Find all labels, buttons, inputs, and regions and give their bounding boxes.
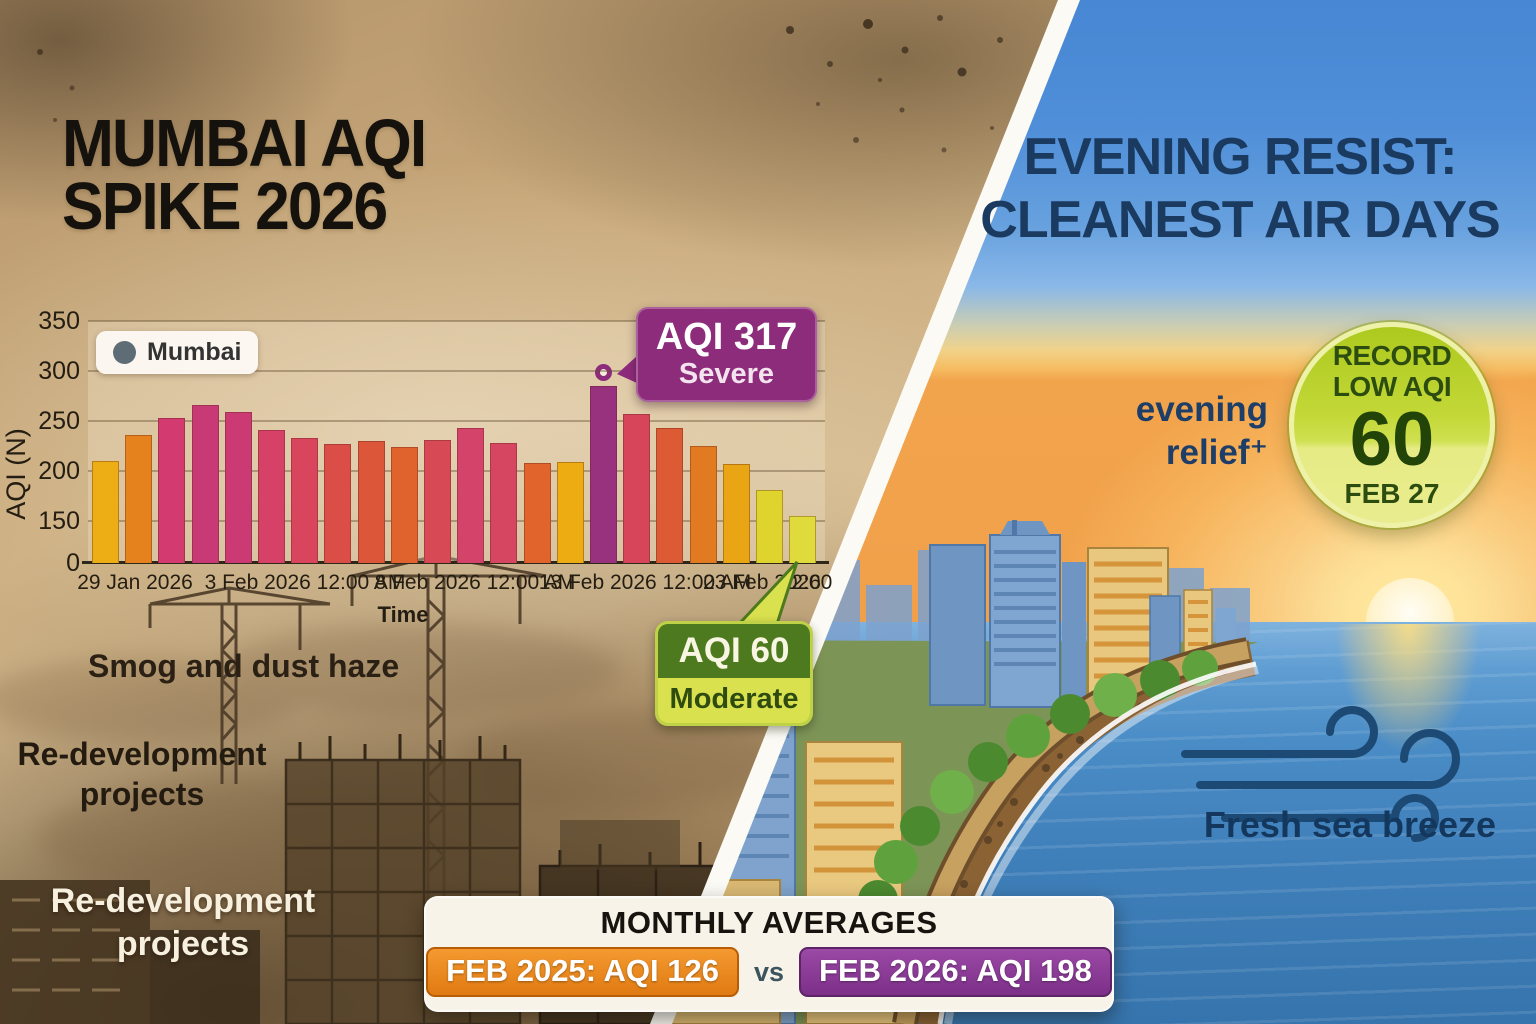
y-tick-label: 0 [66, 549, 80, 577]
aqi-bar [357, 441, 385, 563]
label-evening-relief: evening relief⁺ [1120, 388, 1268, 474]
callout-aqi-60-tail [735, 560, 799, 626]
label-redevelopment-1: Re-development projects [16, 734, 268, 814]
x-tick-label: 29 Jan 2026 [77, 571, 193, 594]
x-tick-label: 3 Feb 2026 12:00 AM [204, 571, 406, 594]
legend-label-mumbai: Mumbai [147, 338, 242, 366]
callout-aqi-317-value: AQI 317 [655, 316, 798, 358]
sun-reflection [1330, 624, 1486, 924]
aqi-bar [722, 464, 750, 563]
aqi-bar [390, 447, 418, 563]
label-fresh-sea-breeze: Fresh sea breeze [1203, 804, 1497, 845]
aqi-bar [92, 461, 119, 563]
x-axis-line [82, 561, 829, 564]
callout-aqi-317-category: Severe [678, 358, 775, 390]
left-title-line1: MUMBAI AQI [62, 106, 427, 181]
callout-aqi-317: AQI 317 Severe [636, 307, 817, 402]
legend-marker-mumbai [113, 341, 136, 364]
smog-speckles-illustration [37, 15, 1043, 153]
right-title-line2: CLEANEST AIR DAYS [980, 191, 1500, 249]
record-low-aqi-badge: RECORD LOW AQI 60 FEB 27 [1289, 322, 1495, 528]
y-tick-label: 300 [38, 357, 80, 385]
aqi-bar [258, 430, 285, 563]
monthly-averages-title: MONTHLY AVERAGES [600, 905, 938, 940]
y-tick-label: 200 [38, 457, 80, 485]
aqi-bar [623, 414, 651, 563]
monthly-averages-panel: MONTHLY AVERAGES FEB 2025: AQI 126 vs FE… [424, 896, 1114, 1012]
x-tick-label: 8 Feb 2026 12:00 AM [374, 571, 576, 594]
wind-icon [1181, 706, 1460, 842]
aqi-bar [756, 490, 783, 563]
label-redevelopment-1-line2: projects [79, 776, 205, 812]
badge-record-label: RECORD [1332, 340, 1452, 371]
gridline [88, 320, 825, 322]
aqi-bar [656, 428, 684, 563]
callout-aqi-60-category: Moderate [658, 678, 810, 723]
feb-2025-pill: FEB 2025: AQI 126 [426, 947, 739, 997]
gridline [88, 420, 825, 422]
gridline [88, 520, 825, 522]
label-redevelopment-2-line1: Re-development [50, 882, 316, 920]
spike-marker-dot [594, 364, 612, 381]
vs-label: vs [753, 956, 785, 987]
callout-aqi-60: AQI 60 Moderate [655, 621, 813, 726]
aqi-bar [191, 405, 219, 563]
badge-date: FEB 27 [1344, 478, 1440, 509]
right-title: EVENING RESIST: CLEANEST AIR DAYS [970, 126, 1510, 252]
feb-2026-pill: FEB 2026: AQI 198 [799, 947, 1112, 997]
label-smog-haze: Smog and dust haze [88, 648, 400, 684]
aqi-bar [490, 443, 518, 563]
y-tick-label: 350 [38, 307, 80, 335]
monthly-averages-row: FEB 2025: AQI 126 vs FEB 2026: AQI 198 [424, 947, 1114, 997]
right-title-line1: EVENING RESIST: [1023, 128, 1458, 186]
left-title: MUMBAI AQI SPIKE 2026 [62, 106, 427, 244]
x-axis-title: Time [377, 602, 429, 627]
left-title-line2: SPIKE 2026 [62, 169, 388, 244]
aqi-bar [556, 462, 584, 563]
gridline [88, 370, 825, 372]
label-redevelopment-1-line1: Re-development [17, 736, 267, 772]
chart-legend: Mumbai [96, 331, 259, 374]
aqi-bar [523, 463, 551, 563]
aqi-bar [224, 412, 252, 563]
gridline [88, 470, 825, 472]
aqi-bar [158, 418, 186, 563]
aqi-bar [590, 386, 617, 563]
callout-aqi-60-value: AQI 60 [658, 624, 810, 678]
badge-low-aqi-label: LOW AQI [1332, 371, 1452, 402]
y-tick-label: 250 [38, 407, 80, 435]
aqi-bar [291, 438, 319, 563]
y-tick-label: 150 [38, 507, 80, 535]
aqi-bar [689, 446, 717, 563]
aqi-bar [789, 516, 817, 563]
aqi-bar [125, 435, 153, 563]
label-redevelopment-2: Re-development projects [40, 880, 326, 966]
x-tick-label: 13 Feb 2026 12:00 AM [538, 571, 752, 594]
label-evening-relief-line1: evening [1135, 390, 1268, 429]
label-redevelopment-2-line2: projects [116, 925, 250, 963]
badge-aqi-value: 60 [1349, 397, 1435, 482]
label-evening-relief-line2: relief⁺ [1165, 433, 1268, 472]
aqi-bar [324, 444, 352, 563]
aqi-bar [457, 428, 485, 563]
aqi-bar [424, 440, 451, 563]
